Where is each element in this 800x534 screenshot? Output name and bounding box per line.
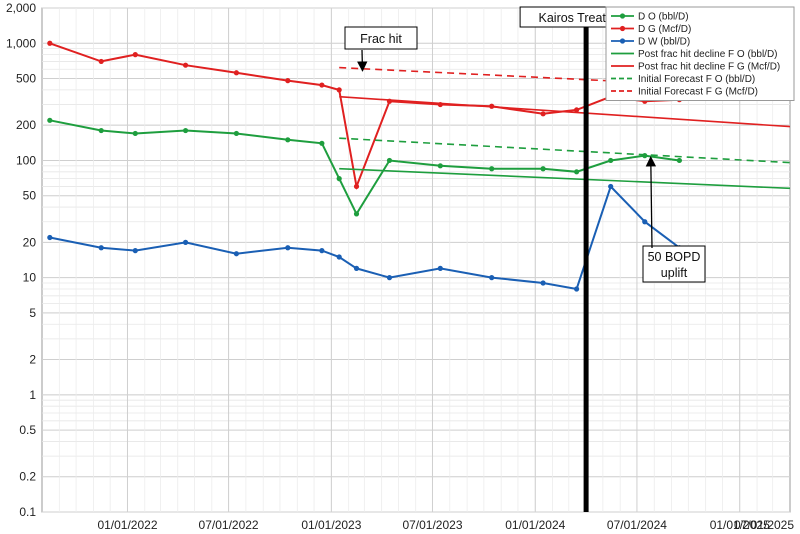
y-tick-label: 0.2 — [19, 470, 36, 484]
y-tick-label: 50 — [23, 189, 37, 203]
legend-label-3: Post frac hit decline F O (bbl/D) — [638, 49, 778, 60]
uplift-label-line1: 50 BOPD — [648, 250, 701, 264]
frac-hit-arrow — [357, 49, 368, 72]
y-tick-label: 200 — [16, 118, 36, 132]
legend-label-4: Post frac hit decline F G (Mcf/D) — [638, 62, 780, 73]
data-point — [608, 157, 614, 164]
y-tick-label: 1 — [29, 388, 36, 402]
data-point — [132, 130, 138, 137]
data-point — [47, 40, 53, 46]
data-point — [233, 251, 240, 257]
data-point — [182, 62, 189, 68]
data-point — [132, 52, 138, 58]
uplift-label-line2: uplift — [661, 266, 688, 280]
series-line-3 — [339, 167, 790, 190]
data-point — [319, 248, 325, 254]
x-tick-label: 01/01/2024 — [505, 518, 565, 532]
data-point — [437, 265, 443, 271]
data-point — [98, 245, 104, 251]
y-tick-label: 2 — [29, 353, 36, 367]
data-point — [386, 275, 393, 281]
data-point — [336, 254, 342, 260]
legend-marker-2 — [619, 38, 626, 44]
data-point — [285, 78, 291, 84]
data-point — [319, 82, 325, 88]
data-point — [489, 275, 495, 281]
data-point — [642, 153, 648, 159]
data-point — [47, 234, 53, 241]
data-point — [608, 183, 614, 190]
data-point — [574, 169, 580, 175]
data-point — [98, 58, 104, 65]
data-point — [353, 183, 360, 190]
y-tick-label: 2,000 — [6, 1, 36, 15]
y-tick-label: 500 — [16, 72, 36, 86]
data-point — [676, 157, 682, 164]
legend-label-2: D W (bbl/D) — [638, 37, 690, 48]
data-point — [336, 87, 342, 93]
frac-hit-label: Frac hit — [360, 32, 402, 46]
legend-label-0: D O (bbl/D) — [638, 12, 689, 23]
y-tick-label: 10 — [23, 271, 37, 285]
y-tick-label: 20 — [23, 235, 37, 249]
data-point — [98, 127, 104, 134]
legend-marker-0 — [619, 13, 626, 19]
data-point — [437, 163, 443, 169]
x-tick-label: 07/01/2025 — [734, 518, 794, 532]
data-point — [386, 157, 393, 164]
y-tick-label: 1,000 — [6, 36, 36, 50]
x-tick-label: 01/01/2025 — [710, 518, 770, 532]
data-point — [233, 70, 240, 76]
y-tick-label: 0.1 — [19, 505, 36, 519]
data-point — [540, 111, 546, 117]
data-point — [233, 130, 240, 137]
data-point — [336, 176, 342, 182]
data-point — [574, 286, 580, 292]
data-point — [319, 140, 325, 146]
frac-hit-box — [344, 26, 418, 50]
legend-label-1: D G (Mcf/D) — [638, 24, 691, 35]
y-tick-label: 0.5 — [19, 423, 36, 437]
data-point — [353, 211, 360, 217]
data-point — [182, 239, 189, 245]
series-line-5 — [339, 137, 790, 164]
uplift-arrow — [645, 156, 657, 249]
x-tick-label: 07/01/2023 — [402, 518, 462, 532]
data-point — [642, 219, 648, 225]
legend-label-6: Initial Forecast F G (Mcf/D) — [638, 87, 758, 98]
x-tick-label: 07/01/2024 — [607, 518, 667, 532]
data-point — [132, 248, 138, 254]
data-point — [285, 245, 291, 251]
x-tick-label: 07/01/2022 — [199, 518, 259, 532]
legend-marker-1 — [619, 25, 626, 32]
data-point — [574, 107, 580, 113]
data-point — [182, 127, 189, 134]
legend-label-5: Initial Forecast F O (bbl/D) — [638, 74, 755, 85]
data-point — [489, 166, 495, 172]
series-line-4 — [339, 95, 790, 128]
uplift-box — [642, 245, 706, 283]
data-point — [353, 265, 360, 271]
y-tick-label: 5 — [29, 306, 36, 320]
x-tick-label: 01/01/2023 — [301, 518, 361, 532]
data-point — [47, 117, 53, 123]
y-tick-label: 100 — [16, 153, 36, 167]
legend-box — [605, 6, 795, 101]
data-point — [540, 166, 546, 172]
x-tick-label: 01/01/2022 — [97, 518, 157, 532]
data-point — [285, 137, 291, 143]
data-point — [540, 280, 546, 286]
